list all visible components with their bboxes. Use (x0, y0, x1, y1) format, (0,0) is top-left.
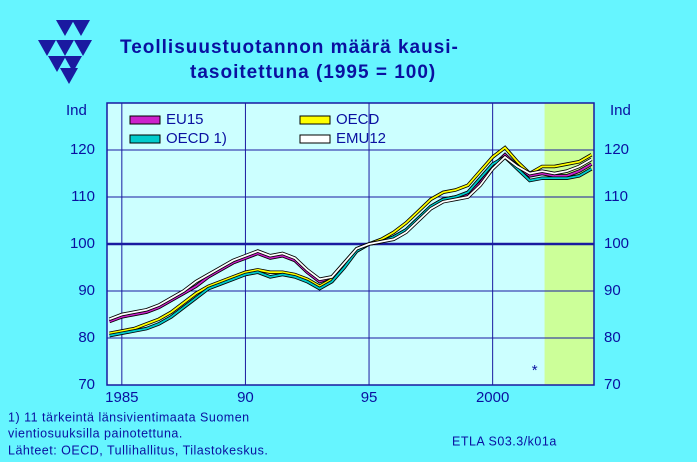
x-tick-label: 90 (237, 389, 254, 406)
legend-swatch (129, 134, 161, 144)
y-axis-label: Ind (66, 102, 87, 119)
y-tick-label: 100 (70, 235, 95, 252)
legend-swatch (129, 115, 161, 125)
x-tick-label: 2000 (476, 389, 509, 406)
y-tick-label: 110 (71, 188, 95, 205)
plot-frame (106, 102, 595, 386)
footnote: 1) 11 tärkeintä länsivientimaata Suomen (8, 410, 250, 424)
y-tick-label: 120 (70, 141, 95, 158)
subtitle: tasoitettuna (1995 = 100) (190, 62, 436, 83)
y2-tick-label: 100 (604, 235, 629, 252)
y-tick-label: 90 (78, 282, 95, 299)
y-tick-label: 70 (78, 376, 95, 393)
source: Lähteet: OECD, Tullihallitus, Tilastokes… (8, 443, 268, 457)
line (109, 155, 592, 321)
y2-tick-label: 110 (604, 188, 628, 205)
legend-swatch (299, 134, 331, 144)
y-tick-label: 80 (78, 329, 95, 346)
annotation: * (532, 362, 538, 379)
legend-swatch (299, 115, 331, 125)
x-tick-label: 1985 (105, 389, 138, 406)
y2-tick-label: 70 (604, 376, 621, 393)
legend-label: OECD (336, 111, 380, 128)
x-tick-label: 95 (361, 389, 378, 406)
footnote: vientiosuuksilla painotettuna. (8, 426, 183, 440)
y2-tick-label: 90 (604, 282, 621, 299)
code: ETLA S03.3/k01a (452, 434, 557, 448)
legend-label: EMU12 (336, 130, 386, 147)
y2-tick-label: 80 (604, 329, 621, 346)
legend-label: EU15 (166, 111, 204, 128)
legend-label: OECD 1) (166, 130, 227, 147)
y2-axis-label: Ind (610, 102, 631, 119)
logo (38, 20, 92, 84)
y2-tick-label: 120 (604, 141, 629, 158)
title: Teollisuustuotannon määrä kausi- (120, 37, 459, 58)
